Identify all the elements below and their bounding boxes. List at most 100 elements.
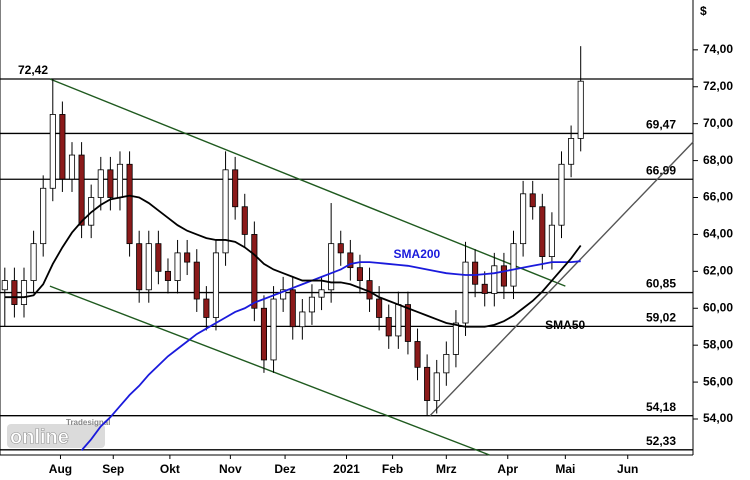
level-label: 59,02	[646, 311, 676, 325]
candle-body	[299, 311, 306, 328]
candle-body	[289, 289, 296, 328]
candle-body	[337, 243, 344, 254]
sma-line	[4, 194, 582, 328]
x-tick-label: Mrz	[436, 462, 457, 476]
x-tick-label: Sep	[102, 462, 124, 476]
y-tick-label: 56,00	[703, 374, 733, 388]
candle-body	[251, 234, 258, 309]
candle-body	[212, 252, 220, 318]
candle-body	[328, 243, 335, 291]
candle-body	[414, 341, 421, 368]
candle-body	[462, 261, 469, 324]
x-tick-label: Mai	[555, 462, 575, 476]
candle-body	[145, 243, 152, 291]
candle-body	[126, 163, 133, 245]
sma-label: SMA50	[545, 318, 585, 332]
candle-body	[318, 289, 325, 298]
y-tick-label: 70,00	[703, 116, 733, 130]
candle-body	[260, 307, 267, 361]
candle-body	[577, 80, 584, 139]
candle-body	[164, 270, 172, 281]
sma-label: SMA200	[394, 247, 441, 261]
y-tick-label: 60,00	[703, 300, 733, 314]
candle-body	[280, 289, 287, 300]
candle-body	[558, 163, 565, 226]
x-tick-label: Feb	[382, 462, 403, 476]
y-tick-label: 74,00	[703, 42, 733, 56]
x-tick-label: Jun	[617, 462, 638, 476]
candle-body	[203, 298, 210, 318]
y-tick-label: 64,00	[703, 227, 733, 241]
candle-body	[452, 322, 459, 355]
candle-body	[308, 296, 315, 313]
y-tick-label: 72,00	[703, 79, 733, 93]
y-tick-label: 66,00	[703, 190, 733, 204]
candle-body	[443, 354, 450, 374]
candle-body	[472, 261, 479, 285]
candle-body	[529, 193, 536, 208]
watermark-text: online	[10, 426, 69, 448]
unit-label: $	[700, 4, 707, 18]
candle-body	[20, 280, 28, 305]
candle-body	[424, 366, 431, 401]
x-tick-label: Aug	[49, 462, 72, 476]
candle-body	[539, 206, 546, 257]
y-tick-label: 54,00	[703, 411, 733, 425]
level-label: 72,42	[18, 63, 48, 77]
x-tick-label: 2021	[333, 462, 360, 476]
candle-body	[270, 298, 277, 361]
candle-body	[510, 243, 517, 287]
candle-body	[174, 252, 181, 281]
watermark-box	[7, 424, 105, 448]
candle-body	[356, 267, 363, 281]
candle-body	[155, 243, 162, 272]
x-tick-label: Apr	[497, 462, 518, 476]
candle-body	[68, 154, 76, 180]
y-tick-label: 68,00	[703, 153, 733, 167]
candle-body	[376, 298, 383, 318]
trend-line	[49, 285, 490, 456]
level-label: 60,85	[646, 277, 676, 291]
candle-body	[395, 304, 402, 337]
candle-body	[97, 169, 104, 198]
candle-body	[366, 280, 373, 300]
candle-body	[116, 163, 124, 198]
candle-body	[500, 265, 507, 287]
candle-body	[520, 193, 527, 245]
y-tick-label: 62,00	[703, 264, 733, 278]
candle-body	[136, 243, 143, 291]
sma-line	[80, 260, 581, 451]
candle-body	[59, 114, 66, 180]
level-label: 52,33	[646, 434, 676, 448]
candle-body	[433, 372, 440, 401]
candle-body	[241, 206, 248, 235]
candle-body	[568, 138, 575, 165]
candle-body	[548, 224, 555, 257]
x-tick-label: Okt	[160, 462, 180, 476]
candle-body	[184, 252, 191, 263]
candle-body	[404, 304, 411, 342]
candle-body	[491, 265, 498, 294]
candle-body	[1, 280, 8, 291]
trend-line	[49, 78, 566, 287]
candle-body	[49, 114, 56, 189]
level-label: 54,18	[646, 400, 676, 414]
x-tick-label: Dez	[274, 462, 295, 476]
x-tick-label: Nov	[219, 462, 242, 476]
trend-line	[429, 141, 694, 417]
candle-body	[107, 169, 114, 198]
y-tick-label: 58,00	[703, 337, 733, 351]
candle-body	[481, 283, 488, 294]
candle-body	[11, 280, 18, 305]
candle-body	[193, 261, 200, 300]
candle-body	[222, 169, 229, 254]
candle-body	[385, 317, 392, 337]
candle-body	[30, 243, 37, 281]
level-label: 69,47	[646, 118, 676, 132]
candle-body	[78, 154, 85, 226]
candle-body	[40, 187, 47, 245]
watermark: Tradesignal online	[7, 418, 110, 449]
candle-body	[347, 252, 354, 269]
